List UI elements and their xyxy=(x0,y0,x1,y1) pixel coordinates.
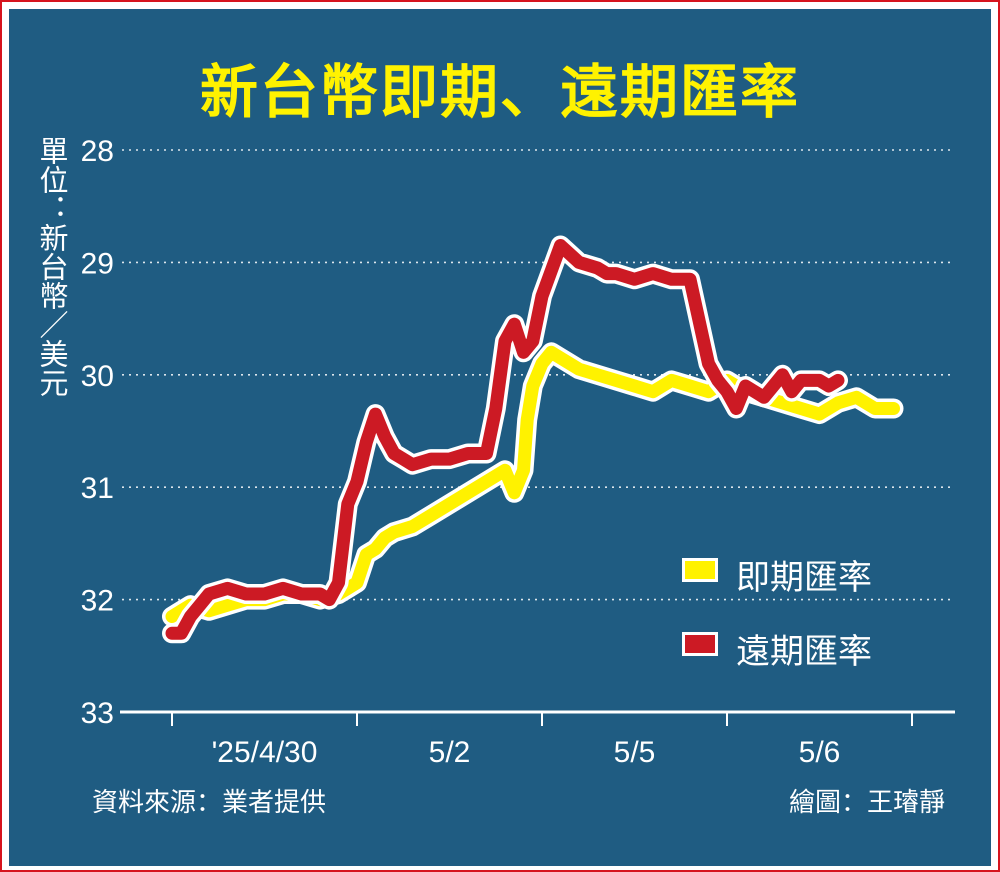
y-tick-label: 29 xyxy=(81,247,114,280)
axis-layer: 28 29 30 31 32 33 '25/4/30 5/2 5/5 5/6 xyxy=(81,135,955,769)
legend-label-spot: 即期匯率 xyxy=(736,558,872,598)
series-line-forward xyxy=(165,239,845,640)
y-axis-unit-label: 單位：新台幣／美元 xyxy=(35,136,69,397)
x-tick-label: 5/5 xyxy=(614,736,656,769)
credit-note: 繪圖：王璿靜 xyxy=(788,788,945,818)
legend-item-spot: 即期匯率 xyxy=(682,550,942,598)
legend-swatch-spot xyxy=(682,558,718,582)
y-tick-label: 33 xyxy=(81,697,114,730)
chart-title: 新台幣即期、遠期匯率 xyxy=(199,58,800,126)
legend-item-forward: 遠期匯率 xyxy=(682,624,942,672)
y-tick-label: 30 xyxy=(81,360,114,393)
source-note: 資料來源：業者提供 xyxy=(92,788,327,818)
series-layer xyxy=(162,235,904,644)
x-tick-label: '25/4/30 xyxy=(212,736,318,769)
y-tick-label: 32 xyxy=(81,585,114,618)
y-tick-label: 31 xyxy=(81,472,114,505)
y-tick-label: 28 xyxy=(81,135,114,168)
legend-label-forward: 遠期匯率 xyxy=(736,632,872,672)
legend-swatch-forward xyxy=(682,632,718,656)
x-tick-label: 5/6 xyxy=(799,736,841,769)
x-tick-label: 5/2 xyxy=(429,736,471,769)
